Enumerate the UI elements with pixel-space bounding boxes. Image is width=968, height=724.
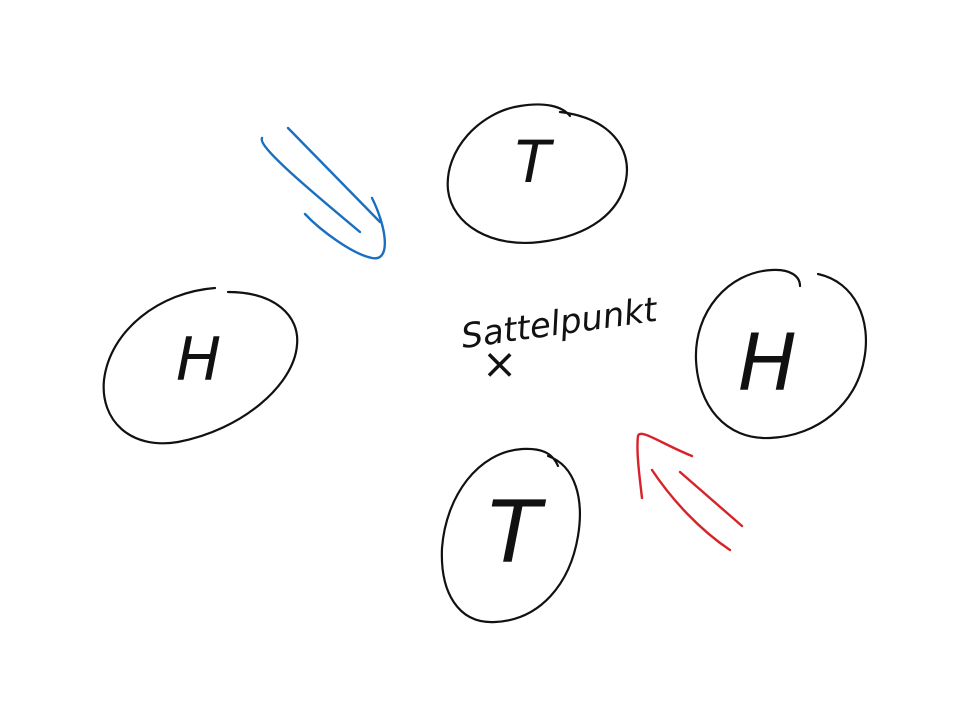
node-right-circle	[694, 268, 868, 440]
node-top-t: T	[446, 103, 629, 245]
node-left-letter: H	[176, 325, 221, 395]
node-bottom-circle	[440, 447, 581, 624]
node-right-letter: H	[738, 319, 797, 409]
saddle-point: Sattelpunkt ×	[459, 290, 661, 388]
node-bottom-letter: T	[488, 483, 547, 583]
node-top-letter: T	[515, 128, 555, 196]
red-arrow	[636, 432, 744, 552]
node-left-h: H	[102, 286, 299, 445]
red-arrow-head	[636, 432, 694, 500]
blue-arrow-shaft-upper	[286, 126, 382, 224]
node-left-circle	[102, 286, 299, 445]
node-top-circle	[446, 103, 629, 245]
red-arrow-shaft-lower	[650, 468, 732, 552]
blue-arrow-head	[303, 196, 386, 260]
blue-arrow-shaft-lower	[260, 136, 362, 234]
node-bottom-t: T	[440, 447, 581, 624]
node-right-h: H	[694, 268, 868, 440]
blue-arrow	[260, 126, 386, 260]
saddle-point-marker: ×	[482, 339, 517, 388]
red-arrow-shaft-upper	[678, 470, 744, 528]
